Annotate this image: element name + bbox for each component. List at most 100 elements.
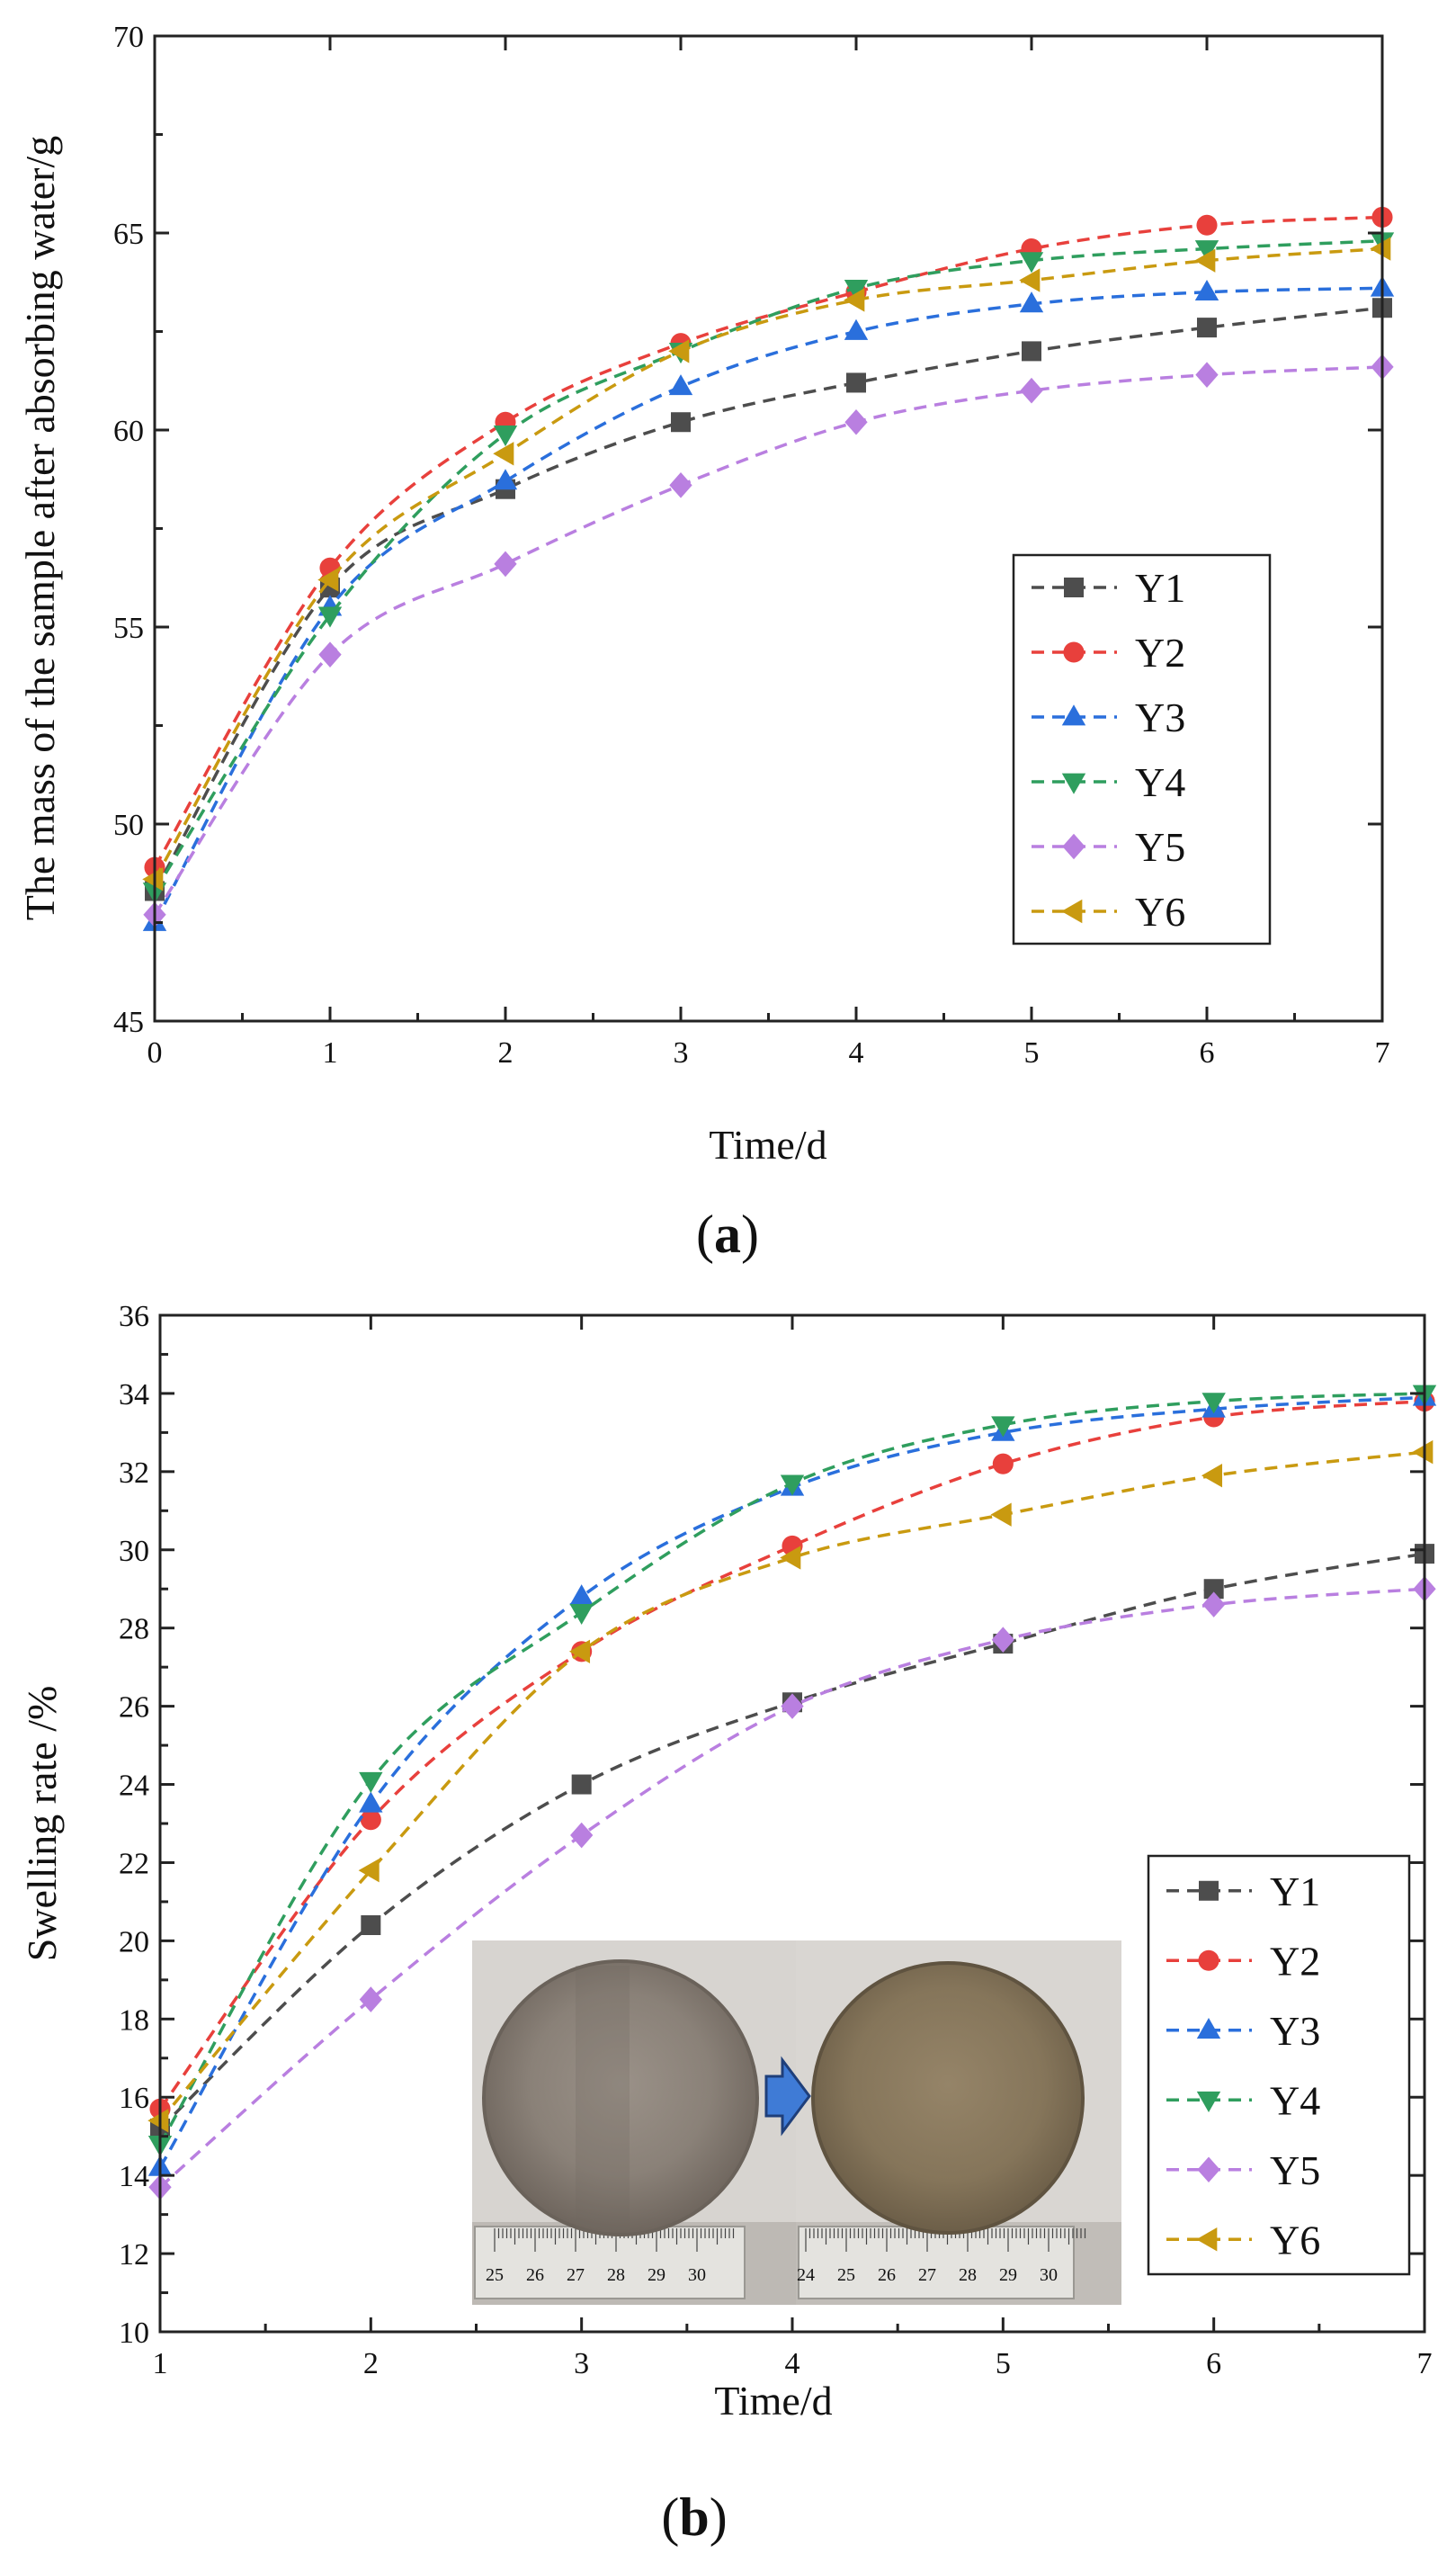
data-point-y4 bbox=[780, 1474, 805, 1496]
data-point-y5 bbox=[1195, 362, 1219, 388]
x-tick-label: 3 bbox=[574, 2347, 589, 2380]
data-point-y6 bbox=[568, 1639, 591, 1663]
panel-b-label: (b) bbox=[661, 2487, 727, 2547]
legend-diamond-marker-icon bbox=[1062, 833, 1085, 860]
y-tick-label: 34 bbox=[119, 1378, 149, 1411]
sample-disc-before-banding bbox=[576, 1966, 630, 2230]
y-tick-label: 18 bbox=[119, 2003, 149, 2037]
x-tick-label: 4 bbox=[849, 1036, 864, 1070]
x-tick-label: 3 bbox=[674, 1036, 689, 1070]
data-point-y6 bbox=[1412, 1439, 1434, 1465]
x-tick-label: 2 bbox=[363, 2347, 379, 2380]
x-tick-label: 0 bbox=[147, 1036, 163, 1070]
y-tick-label: 14 bbox=[119, 2160, 149, 2193]
ruler-number: 24 bbox=[797, 2265, 815, 2285]
y-tick-label: 30 bbox=[119, 1535, 149, 1568]
x-tick-label: 7 bbox=[1375, 1036, 1390, 1070]
data-point-y6 bbox=[1370, 237, 1391, 261]
ruler-number: 25 bbox=[486, 2265, 504, 2285]
y-tick-label: 26 bbox=[119, 1691, 149, 1725]
legend-label-y3: Y3 bbox=[1270, 2008, 1320, 2054]
legend-label-y5: Y5 bbox=[1270, 2147, 1320, 2193]
x-tick-label: 4 bbox=[785, 2347, 800, 2380]
ruler-number: 29 bbox=[648, 2265, 665, 2285]
series-line-y3 bbox=[153, 286, 1383, 924]
data-point-y1 bbox=[846, 372, 866, 393]
legend-square-marker-icon bbox=[1199, 1880, 1219, 1901]
legend-label-y4: Y4 bbox=[1135, 759, 1185, 805]
data-point-y4 bbox=[493, 426, 518, 447]
legend-triangle-down-marker-icon bbox=[1196, 2091, 1221, 2112]
panel-a-label-close: ) bbox=[741, 1205, 759, 1264]
ruler-number: 26 bbox=[878, 2265, 896, 2285]
x-tick-label: 5 bbox=[1024, 1036, 1040, 1070]
data-point-y1 bbox=[671, 412, 691, 433]
x-tick-label: 1 bbox=[323, 1036, 338, 1070]
data-point-y4 bbox=[359, 1771, 383, 1793]
panel-b-label-letter: b bbox=[679, 2487, 709, 2547]
legend-triangle-left-marker-icon bbox=[1061, 899, 1083, 924]
data-point-y3 bbox=[668, 374, 693, 396]
sample-disc-after bbox=[811, 1961, 1085, 2235]
series-line-y6 bbox=[153, 246, 1383, 881]
data-point-y1 bbox=[1022, 341, 1041, 362]
x-tick-label: 1 bbox=[153, 2347, 168, 2380]
legend-diamond-marker-icon bbox=[1197, 2156, 1220, 2183]
series-line-y4 bbox=[158, 1392, 1425, 2146]
data-point-y1 bbox=[571, 1774, 592, 1795]
data-point-y6 bbox=[780, 1546, 801, 1570]
data-point-y5 bbox=[669, 472, 692, 498]
data-point-y4 bbox=[991, 1416, 1015, 1438]
legend-box bbox=[1012, 553, 1272, 945]
data-point-y1 bbox=[1197, 318, 1217, 338]
y-tick-label: 20 bbox=[119, 1925, 149, 1958]
data-point-y3 bbox=[844, 318, 869, 340]
legend-square-marker-icon bbox=[1064, 578, 1084, 597]
legend-label-y1: Y1 bbox=[1270, 1869, 1320, 1914]
ruler-number: 28 bbox=[607, 2265, 625, 2285]
y-tick-label: 28 bbox=[119, 1613, 149, 1646]
inset-photo: 25 26 27 28 29 30 24 25 26 27 28 29 30 bbox=[472, 1940, 1121, 2305]
y-tick-label: 70 bbox=[113, 21, 144, 54]
data-point-y6 bbox=[147, 2109, 169, 2133]
series-line-y1 bbox=[153, 306, 1383, 892]
chart-a-x-axis-title: Time/d bbox=[709, 1122, 826, 1168]
ruler-number: 30 bbox=[688, 2265, 706, 2285]
ruler-number: 26 bbox=[526, 2265, 544, 2285]
chart-b-legend: Y1 Y2 Y3 Y4 Y5 Y6 bbox=[1147, 1854, 1411, 2276]
data-point-y6 bbox=[142, 867, 164, 892]
data-point-y4 bbox=[1194, 240, 1219, 262]
legend-label-y3: Y3 bbox=[1135, 695, 1185, 740]
legend-label-y6: Y6 bbox=[1270, 2217, 1320, 2263]
ruler-before-numbers: 25 26 27 28 29 30 bbox=[486, 2265, 706, 2285]
chart-a-legend: Y1 Y2 Y3 Y4 Y5 Y6 bbox=[1012, 553, 1272, 945]
data-point-y3 bbox=[569, 1584, 594, 1606]
legend-label-y5: Y5 bbox=[1135, 824, 1185, 870]
legend-label-y1: Y1 bbox=[1135, 565, 1185, 611]
y-tick-label: 12 bbox=[119, 2238, 149, 2272]
legend-label-y6: Y6 bbox=[1135, 889, 1185, 935]
data-point-y5 bbox=[494, 551, 517, 578]
data-point-y3 bbox=[493, 469, 518, 490]
panel-a-label-letter: a bbox=[714, 1205, 741, 1264]
data-point-y4 bbox=[317, 606, 343, 628]
panel-b-label-open: ( bbox=[661, 2487, 679, 2547]
data-point-y5 bbox=[844, 408, 868, 435]
ruler-number: 27 bbox=[567, 2265, 585, 2285]
chart-panel-b: 25 26 27 28 29 30 24 25 26 27 28 29 30 1 2 3 4 5 6 710121… bbox=[19, 1300, 1437, 2547]
data-point-y6 bbox=[1194, 248, 1216, 273]
series-line-y3 bbox=[158, 1395, 1425, 2169]
y-tick-label: 32 bbox=[119, 1456, 149, 1490]
legend-label-y4: Y4 bbox=[1270, 2077, 1320, 2123]
ruler-number: 30 bbox=[1040, 2265, 1058, 2285]
legend-triangle-up-marker-icon bbox=[1196, 2018, 1221, 2039]
x-tick-label: 6 bbox=[1206, 2347, 1221, 2380]
data-point-y5 bbox=[359, 1986, 382, 2012]
data-point-y5 bbox=[1020, 377, 1043, 404]
legend-triangle-up-marker-icon bbox=[1061, 704, 1086, 726]
y-tick-label: 24 bbox=[119, 1770, 149, 1803]
data-point-y6 bbox=[844, 288, 865, 312]
